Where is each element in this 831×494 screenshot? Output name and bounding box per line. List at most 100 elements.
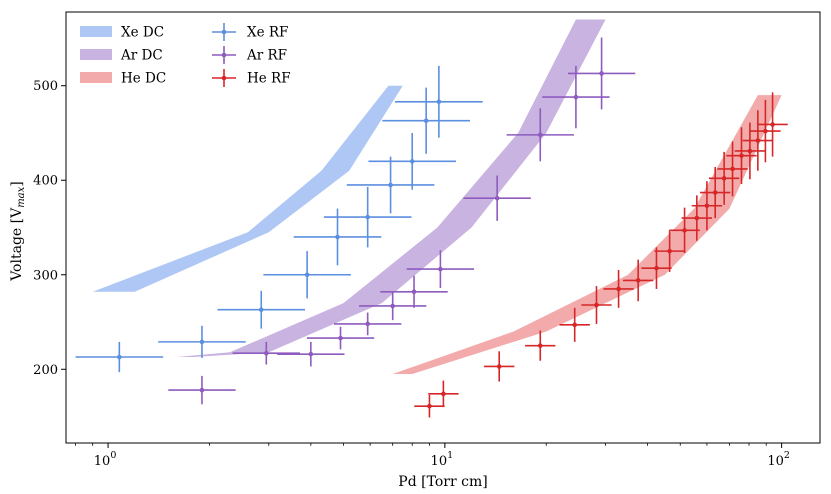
ar-rf-point xyxy=(567,37,636,110)
he-rf-point xyxy=(623,259,654,302)
legend-marker-dot xyxy=(221,29,227,35)
legend-label: Ar DC xyxy=(120,48,163,64)
he-rf-point xyxy=(428,380,459,408)
xe-rf-point xyxy=(293,208,382,266)
point-marker xyxy=(427,403,432,409)
legend: Xe DC Ar DC He DC Xe RF Ar RF He RF xyxy=(80,23,291,87)
rf-points-layer xyxy=(75,37,788,418)
point-marker xyxy=(573,94,579,100)
axis-ticks: 200 300 400 500 100 101 102 xyxy=(33,79,790,469)
ar-rf-point xyxy=(306,326,375,350)
point-marker xyxy=(258,307,264,313)
y-tick-label: 300 xyxy=(33,268,58,283)
ar-rf-point xyxy=(359,291,427,321)
he-rf-point xyxy=(708,151,740,205)
he-rf-point xyxy=(603,270,634,308)
point-marker xyxy=(572,322,578,328)
point-marker xyxy=(599,71,604,76)
point-marker xyxy=(308,351,314,357)
legend-item-he-dc: He DC xyxy=(80,71,166,87)
ar-rf-point xyxy=(463,175,531,221)
he-rf-point xyxy=(581,286,612,324)
point-marker xyxy=(304,272,310,278)
he-rf-point xyxy=(750,99,781,163)
legend-item-xe-dc: Xe DC xyxy=(80,25,164,41)
point-marker xyxy=(409,159,415,164)
point-marker xyxy=(704,203,710,209)
legend-swatch xyxy=(80,26,112,37)
he-rf-point xyxy=(757,92,788,157)
ar-rf-point xyxy=(506,108,574,162)
point-marker xyxy=(747,148,753,154)
ar-rf-series xyxy=(168,37,636,405)
point-marker xyxy=(694,215,700,221)
xe-dc-band xyxy=(92,85,403,292)
point-marker xyxy=(755,138,761,143)
ar-rf-point xyxy=(542,65,610,129)
y-axis-label-subscript: max xyxy=(16,186,27,207)
he-rf-point xyxy=(717,141,748,197)
x-tick-label: 100 xyxy=(94,450,117,469)
legend-label: He RF xyxy=(247,71,291,87)
point-marker xyxy=(117,354,122,360)
point-marker xyxy=(436,99,442,105)
legend-item-ar-dc: Ar DC xyxy=(80,48,163,64)
point-marker xyxy=(682,228,687,233)
legend-item-ar-rf: Ar RF xyxy=(212,46,287,64)
xe-rf-point xyxy=(217,290,306,329)
x-axis-label: Pd [Torr cm] xyxy=(398,474,487,490)
point-marker xyxy=(770,122,775,127)
ar-rf-point xyxy=(380,275,448,308)
xe-rf-point xyxy=(158,325,246,358)
he-rf-point xyxy=(726,127,757,185)
legend-item-xe-rf: Xe RF xyxy=(212,23,288,41)
he-rf-point xyxy=(525,330,556,361)
legend-swatch xyxy=(80,49,112,60)
legend-item-he-rf: He RF xyxy=(212,69,291,87)
point-marker xyxy=(721,176,727,181)
dc-bands-layer xyxy=(92,19,782,375)
xe-rf-point xyxy=(323,186,412,248)
point-marker xyxy=(730,166,735,172)
he-rf-point xyxy=(559,307,590,342)
ar-rf-point xyxy=(277,341,345,367)
he-rf-point xyxy=(669,207,700,254)
legend-label: Xe DC xyxy=(121,25,164,41)
xe-rf-point xyxy=(368,132,456,190)
point-marker xyxy=(411,289,417,295)
he-rf-point xyxy=(700,167,731,219)
ar-rf-point xyxy=(406,250,475,288)
point-marker xyxy=(365,214,370,220)
xe-rf-point xyxy=(346,156,435,214)
xe-rf-point xyxy=(263,251,351,299)
ar-rf-point xyxy=(168,375,236,405)
point-marker xyxy=(496,364,502,369)
point-marker xyxy=(616,286,621,292)
point-marker xyxy=(537,132,543,138)
ar-rf-point xyxy=(334,312,402,336)
y-tick-label: 500 xyxy=(33,79,58,94)
he-rf-point xyxy=(484,351,515,382)
point-marker xyxy=(712,190,718,195)
point-marker xyxy=(338,335,343,341)
ar-rf-point xyxy=(232,341,300,365)
point-marker xyxy=(390,303,395,309)
he-rf-point xyxy=(742,110,774,171)
point-marker xyxy=(654,265,659,271)
plot-frame xyxy=(65,11,821,444)
he-rf-point xyxy=(654,230,685,272)
y-tick-label: 200 xyxy=(33,363,58,378)
he-rf-point xyxy=(691,181,723,231)
point-marker xyxy=(365,321,370,327)
legend-swatch xyxy=(80,72,112,83)
point-marker xyxy=(199,387,205,393)
point-marker xyxy=(537,343,543,348)
y-axis-label-close: ] xyxy=(9,181,25,186)
legend-label: He DC xyxy=(121,71,166,87)
x-tick-label: 102 xyxy=(767,450,790,469)
point-marker xyxy=(635,278,641,283)
he-rf-point xyxy=(734,122,766,180)
point-marker xyxy=(335,234,340,240)
x-tick-label: 101 xyxy=(431,450,454,469)
